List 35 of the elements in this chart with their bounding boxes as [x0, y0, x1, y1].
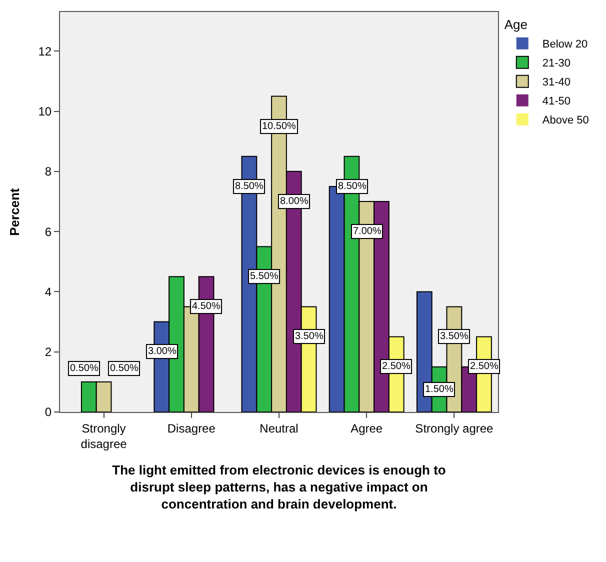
data-label: 3.00% — [148, 346, 176, 357]
x-tick-label: Strongly agree — [415, 421, 494, 436]
y-axis-title: Percent — [7, 187, 22, 236]
legend-label: 21-30 — [542, 58, 571, 70]
legend-label: 31-40 — [542, 76, 571, 89]
y-tick-label: 10 — [38, 104, 52, 118]
y-tick-label: 12 — [38, 44, 52, 58]
data-label: 8.00% — [280, 196, 308, 207]
data-label: 5.50% — [250, 271, 278, 282]
y-tick-label: 6 — [44, 224, 52, 239]
x-tick-label: Disagree — [167, 421, 216, 436]
x-tick-label: Neutral — [260, 421, 298, 436]
x-axis-title: The light emitted from electronic devices is enough to disrupt sleep patterns, has a negative impact on concentration and brain development. — [112, 462, 446, 512]
data-label: 3.50% — [440, 331, 468, 342]
legend-label: Below 20 — [542, 38, 588, 51]
data-label: 4.50% — [192, 301, 220, 312]
data-label: 7.00% — [353, 226, 382, 237]
legend-label: 41-50 — [542, 96, 571, 108]
legend-title: Age — [504, 16, 528, 32]
y-tick-label: 8 — [44, 164, 52, 179]
x-tick-label: Agree — [350, 421, 383, 436]
x-tick-label: Strongly disagree — [80, 421, 128, 451]
data-label: 2.50% — [470, 361, 498, 372]
annotation: 0.50% — [110, 363, 138, 374]
data-label: 1.50% — [425, 384, 454, 395]
data-label: 8.50% — [338, 181, 366, 192]
data-label: 3.50% — [295, 331, 324, 342]
data-label: 2.50% — [382, 361, 410, 372]
legend-label: Above 50 — [542, 114, 589, 127]
y-tick-label: 4 — [44, 284, 52, 299]
annotation: 0.50% — [70, 363, 98, 374]
data-label: 8.50% — [235, 181, 264, 192]
data-label: 10.50% — [262, 121, 296, 132]
y-tick-label: 2 — [44, 345, 52, 360]
y-tick-label: 0 — [44, 405, 52, 420]
